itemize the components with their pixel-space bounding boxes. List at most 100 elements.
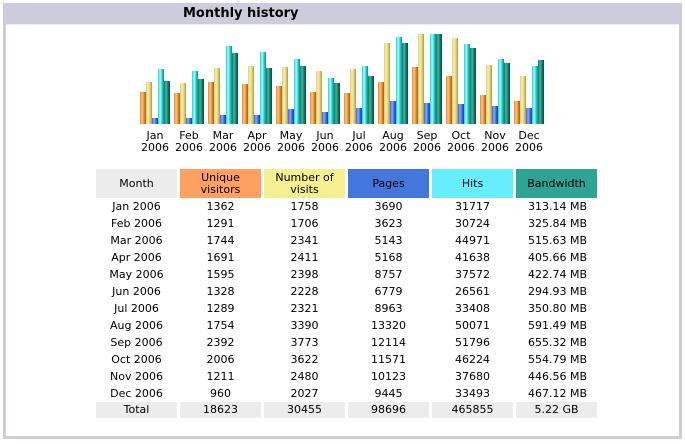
x-tick-year: 2006 <box>277 141 305 154</box>
x-tick-month: Sep <box>417 129 438 142</box>
cell-hits: 37680 <box>455 370 490 383</box>
total-cell-visits: 30455 <box>264 402 345 418</box>
cell-unique-visitors: 1291 <box>206 217 235 230</box>
panel-title: Monthly history <box>183 6 299 21</box>
bar-visits <box>520 76 526 124</box>
monthly-history-panel: Monthly history Jan 2006 Feb 2006 Mar 2006 Apr… <box>3 3 682 439</box>
bar-hits <box>260 52 266 124</box>
cell-month: Nov 2006 <box>110 370 163 383</box>
bar-hits <box>328 78 334 124</box>
x-tick-month: Jul <box>351 129 365 142</box>
bar-bandwidth <box>232 53 238 124</box>
cell-pages: 5143 <box>374 234 403 247</box>
cell-visits: 2411 <box>290 251 319 264</box>
cell-pages: 3623 <box>374 217 403 230</box>
cell-pages: 13320 <box>371 319 406 332</box>
cell-month: Jun 2006 <box>112 285 161 298</box>
table-row: Sep 2006 2392 3773 12114 51796 655.32 MB <box>96 334 597 351</box>
cell-month: Oct 2006 <box>111 353 162 366</box>
bar-hits <box>158 69 164 124</box>
header-unique-visitors: Unique visitors <box>180 169 261 198</box>
cell-pages: 6779 <box>374 285 403 298</box>
cell-pages: 11571 <box>371 353 406 366</box>
bar-bandwidth <box>334 83 340 124</box>
cell-unique-visitors: 1744 <box>206 234 235 247</box>
cell-bandwidth: 405.66 MB <box>527 251 587 264</box>
x-tick-year: 2006 <box>175 141 203 154</box>
cell-visits: 2341 <box>290 234 319 247</box>
cell-unique-visitors: 1362 <box>206 200 235 213</box>
cell-pages: 5168 <box>374 251 403 264</box>
x-tick-year: 2006 <box>379 141 407 154</box>
cell-visits: 3390 <box>290 319 319 332</box>
x-tick-year: 2006 <box>413 141 441 154</box>
cell-hits: 33408 <box>455 302 490 315</box>
bar-unique_visitors <box>276 86 282 124</box>
bar-hits <box>532 66 538 124</box>
table-row: Mar 2006 1744 2341 5143 44971 515.63 MB <box>96 232 597 249</box>
x-tick-month: Oct <box>451 129 471 142</box>
bar-visits <box>350 69 356 124</box>
cell-pages: 8963 <box>374 302 403 315</box>
cell-visits: 3622 <box>290 353 319 366</box>
cell-visits: 2480 <box>290 370 319 383</box>
bar-unique_visitors <box>174 93 180 124</box>
cell-month: Aug 2006 <box>110 319 163 332</box>
cell-visits: 1706 <box>290 217 319 230</box>
cell-bandwidth: 446.56 MB <box>527 370 587 383</box>
x-tick-month: Aug <box>382 129 403 142</box>
bar-unique_visitors <box>378 82 384 124</box>
cell-visits: 2027 <box>290 387 319 400</box>
bar-bandwidth <box>470 48 476 124</box>
cell-visits: 2228 <box>290 285 319 298</box>
bar-hits <box>294 59 300 124</box>
bar-bandwidth <box>266 68 272 124</box>
bar-visits <box>452 38 458 124</box>
table-row: Jul 2006 1289 2321 8963 33408 350.80 MB <box>96 300 597 317</box>
bar-unique_visitors <box>208 82 214 124</box>
cell-hits: 31717 <box>455 200 490 213</box>
cell-bandwidth: 655.32 MB <box>527 336 587 349</box>
cell-pages: 10123 <box>371 370 406 383</box>
monthly-history-table: Month Unique visitors Number of visits P… <box>93 169 600 418</box>
header-hits: Hits <box>432 169 513 198</box>
bar-bandwidth <box>538 60 544 124</box>
bar-visits <box>180 83 186 124</box>
bar-visits <box>214 68 220 124</box>
bar-unique_visitors <box>480 95 486 124</box>
bar-visits <box>282 67 288 124</box>
cell-hits: 44971 <box>455 234 490 247</box>
cell-unique-visitors: 960 <box>210 387 231 400</box>
cell-bandwidth: 554.79 MB <box>527 353 587 366</box>
cell-month: Apr 2006 <box>111 251 162 264</box>
bar-hits <box>464 44 470 124</box>
cell-unique-visitors: 1328 <box>206 285 235 298</box>
bar-pages <box>254 115 260 124</box>
table-total-row: Total 18623 30455 98696 465855 5.22 GB <box>96 402 597 418</box>
x-tick-month: May <box>280 129 303 142</box>
bar-visits <box>146 82 152 124</box>
bar-pages <box>322 112 328 124</box>
total-cell-bandwidth: 5.22 GB <box>516 402 597 418</box>
monthly-bar-chart: Jan2006Feb2006Mar2006Apr2006May2006Jun20… <box>140 34 544 154</box>
x-tick-year: 2006 <box>345 141 373 154</box>
bar-hits <box>362 66 368 124</box>
header-pages: Pages <box>348 169 429 198</box>
table-row: Nov 2006 1211 2480 10123 37680 446.56 MB <box>96 368 597 385</box>
table-row: Feb 2006 1291 1706 3623 30724 325.84 MB <box>96 215 597 232</box>
cell-bandwidth: 313.14 MB <box>527 200 587 213</box>
cell-month: Jul 2006 <box>114 302 159 315</box>
cell-bandwidth: 422.74 MB <box>527 268 587 281</box>
bar-unique_visitors <box>412 67 418 124</box>
bar-hits <box>498 59 504 124</box>
cell-pages: 3690 <box>374 200 403 213</box>
cell-month: Dec 2006 <box>110 387 163 400</box>
bar-pages <box>186 118 192 124</box>
cell-month: Sep 2006 <box>110 336 163 349</box>
cell-unique-visitors: 2006 <box>206 353 235 366</box>
bar-pages <box>288 109 294 124</box>
bar-pages <box>458 104 464 124</box>
table-row: May 2006 1595 2398 8757 37572 422.74 MB <box>96 266 597 283</box>
cell-hits: 50071 <box>455 319 490 332</box>
x-tick-year: 2006 <box>243 141 271 154</box>
